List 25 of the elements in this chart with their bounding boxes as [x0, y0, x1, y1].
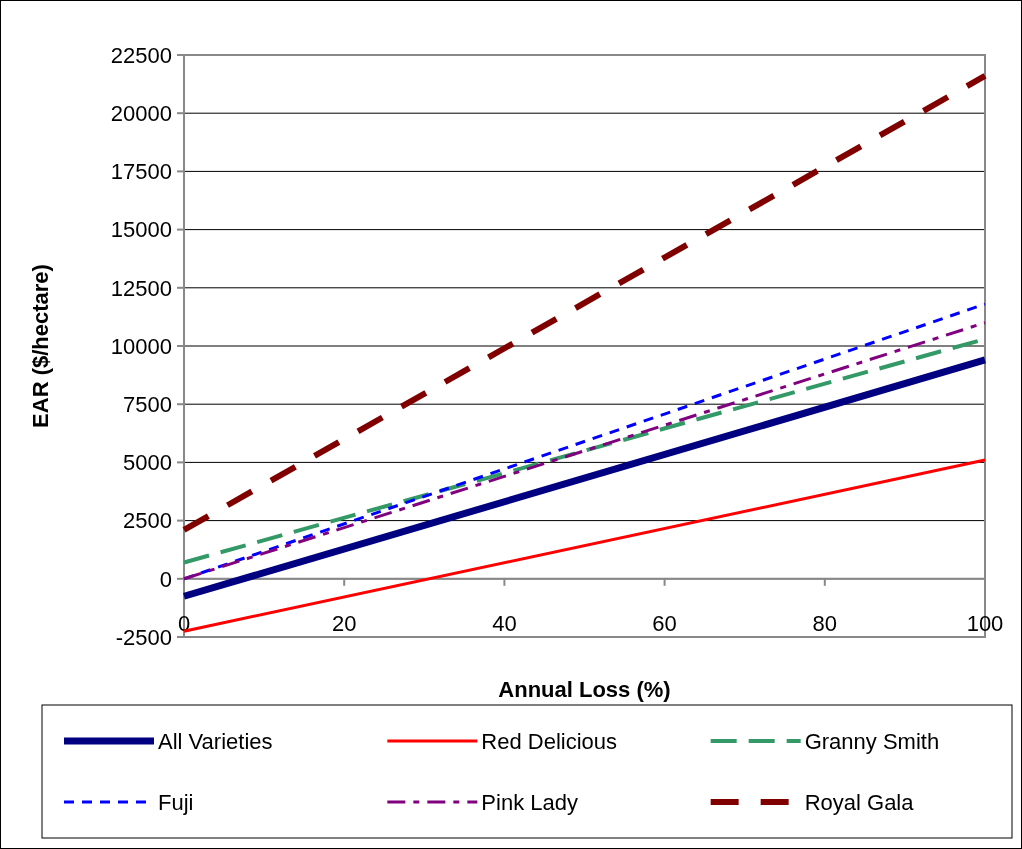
x-tick-label: 100: [966, 610, 1004, 636]
legend-label: Red Delicious: [481, 728, 618, 754]
y-tick-label: 10000: [110, 333, 172, 359]
legend-label: Fuji: [158, 789, 194, 815]
legend-label: Granny Smith: [804, 728, 940, 754]
y-tick-label: 0: [159, 566, 172, 592]
x-tick-label: 0: [177, 610, 191, 636]
y-tick-label: 20000: [110, 100, 172, 126]
y-tick-label: -2500: [115, 624, 172, 650]
y-tick-label: 22500: [110, 42, 172, 68]
y-axis-title: EAR ($/hectare): [28, 264, 53, 428]
y-tick-label: 7500: [123, 391, 172, 417]
y-tick-label: 12500: [110, 275, 172, 301]
y-tick-label: 17500: [110, 159, 172, 185]
x-tick-label: 20: [331, 610, 357, 636]
x-tick-label: 40: [492, 610, 517, 636]
legend-label: Pink Lady: [481, 789, 578, 815]
x-axis-title: Annual Loss (%): [498, 677, 671, 702]
y-tick-label: 5000: [123, 450, 172, 476]
x-tick-label: 80: [812, 610, 838, 636]
y-tick-label: 15000: [110, 217, 172, 243]
legend-label: Royal Gala: [804, 789, 915, 815]
y-tick-label: 2500: [123, 508, 172, 534]
x-tick-label: 60: [652, 610, 677, 636]
legend-label: All Varieties: [158, 728, 273, 754]
